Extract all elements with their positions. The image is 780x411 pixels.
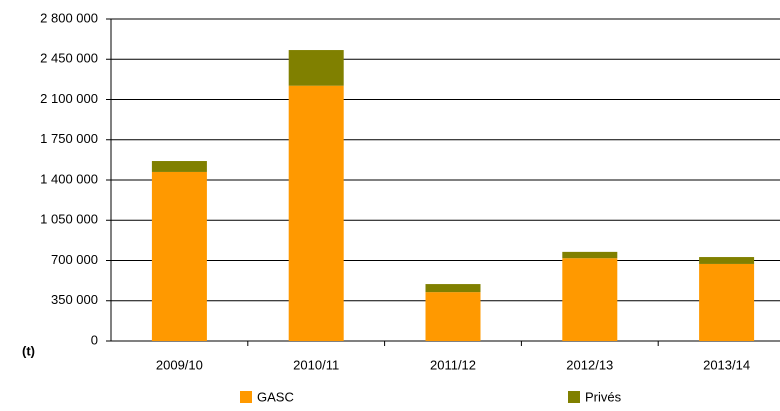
legend-swatch — [240, 391, 252, 403]
y-tick-label: 350 000 — [51, 292, 98, 307]
bar-segment — [562, 251, 618, 259]
x-tick-label: 2010/11 — [293, 357, 339, 372]
y-tick-label: 0 — [91, 332, 98, 347]
x-tick-label: 2009/10 — [156, 357, 203, 372]
legend-label: Privés — [585, 389, 622, 404]
bar-segment — [699, 263, 755, 341]
y-tick-label: 1 050 000 — [40, 212, 98, 227]
legend-label: GASC — [257, 389, 294, 404]
bar-segment — [425, 284, 481, 293]
x-tick-label: 2012/13 — [566, 357, 613, 372]
x-tick-label: 2011/12 — [430, 357, 476, 372]
x-tick-label: 2013/14 — [703, 357, 750, 372]
legend-swatch — [568, 391, 580, 403]
y-tick-label: 2 100 000 — [40, 91, 98, 106]
y-tick-label: 2 800 000 — [40, 10, 98, 25]
y-tick-label: 700 000 — [51, 252, 98, 267]
bar-segment — [288, 85, 344, 341]
bar-segment — [699, 257, 755, 264]
y-axis-label: (t) — [22, 343, 35, 358]
bar-segment — [288, 50, 344, 86]
y-tick-label: 1 750 000 — [40, 131, 98, 146]
bar-segment — [425, 292, 481, 341]
bar-segment — [151, 161, 207, 172]
bar-segment — [151, 171, 207, 341]
bar-segment — [562, 258, 618, 341]
y-tick-label: 1 400 000 — [40, 171, 98, 186]
y-tick-label: 2 450 000 — [40, 51, 98, 66]
